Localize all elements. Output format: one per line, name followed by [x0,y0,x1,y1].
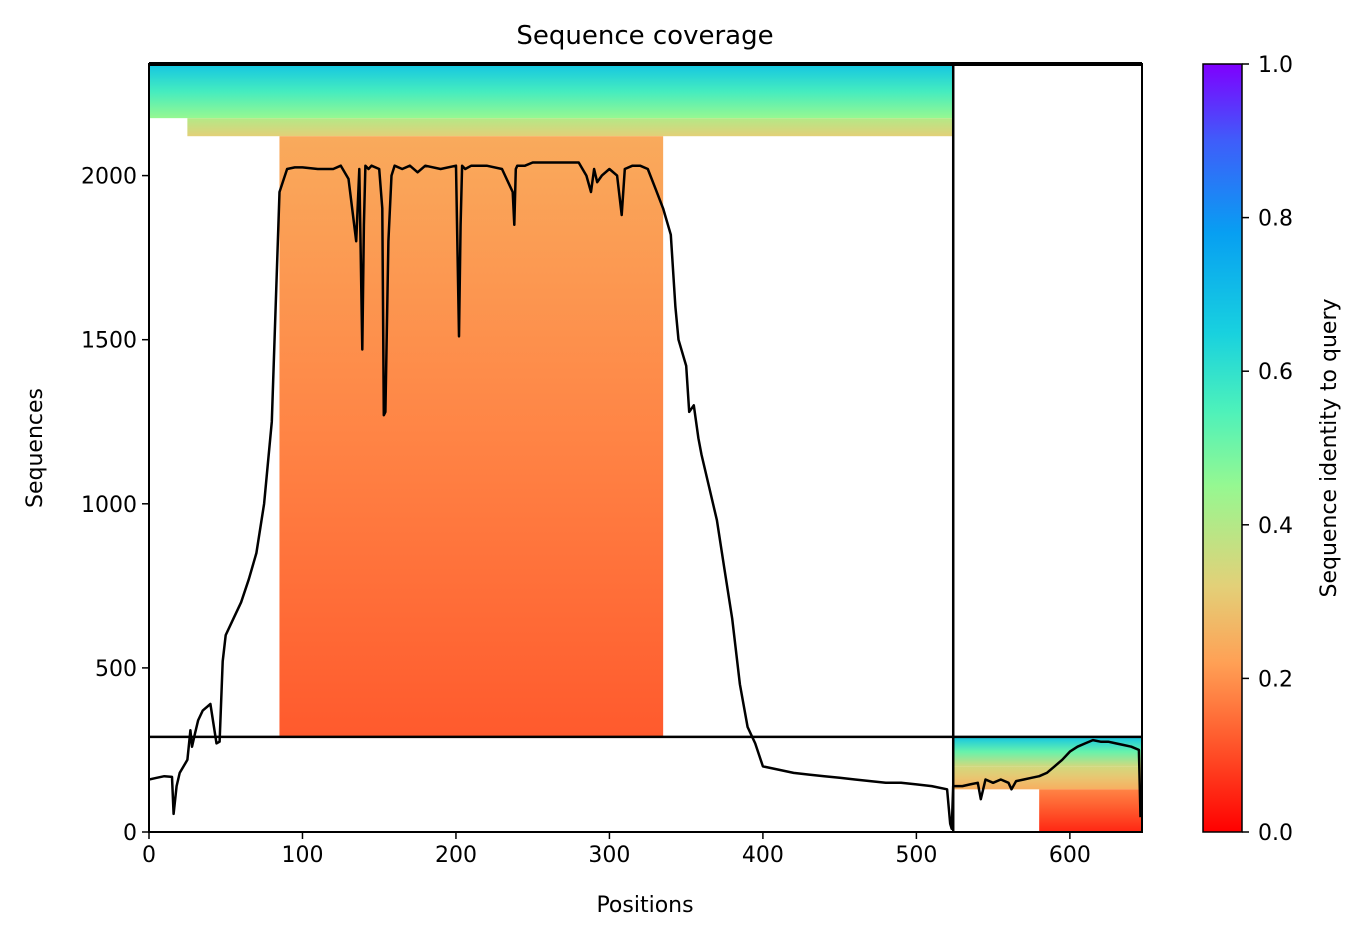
y-tick-label: 500 [95,657,137,682]
x-tick-label: 200 [435,843,477,868]
y-tick-label: 1500 [81,329,137,354]
chart-title: Sequence coverage [516,21,773,51]
plot-frame [148,63,1143,833]
colorbar-tick-label: 0.0 [1258,821,1293,846]
x-tick-label: 100 [281,843,323,868]
coverage-line-layer [149,161,1142,830]
x-tick-label: 0 [142,843,156,868]
x-axis-title: Positions [596,893,693,918]
x-tick-label: 400 [742,843,784,868]
coverage-band-chain-1 [279,136,664,737]
colorbar-title: Sequence identity to query [1317,298,1342,597]
x-tick-label: 300 [588,843,630,868]
colorbar-tick-label: 1.0 [1258,53,1293,78]
coverage-band-chain-2 [953,766,1142,790]
coverage-band-chain-2 [953,736,1142,767]
colorbar-tick-label: 0.8 [1258,207,1293,232]
x-tick-label: 500 [895,843,937,868]
colorbar-axis: 0.0 0.2 0.4 0.6 0.8 1.0 [1242,53,1293,846]
y-tick-label: 2000 [81,165,137,190]
y-axis-title: Sequences [23,388,48,508]
coverage-band-chain-1 [149,64,954,119]
x-tick-label: 600 [1049,843,1091,868]
coverage-band-chain-2 [1039,789,1142,832]
colorbar-tick-label: 0.2 [1258,667,1293,692]
colorbar-tick-label: 0.6 [1258,360,1293,385]
colorbar-tick-label: 0.4 [1258,514,1293,539]
coverage-line [149,161,1142,830]
colorbar [1202,63,1243,833]
x-axis: 0 100 200 300 400 500 600 [142,832,1091,868]
coverage-heatmap [149,64,1142,832]
y-axis: 0 500 1000 1500 2000 [81,165,149,846]
coverage-band-chain-1 [187,118,954,137]
y-tick-label: 0 [123,821,137,846]
y-tick-label: 1000 [81,493,137,518]
